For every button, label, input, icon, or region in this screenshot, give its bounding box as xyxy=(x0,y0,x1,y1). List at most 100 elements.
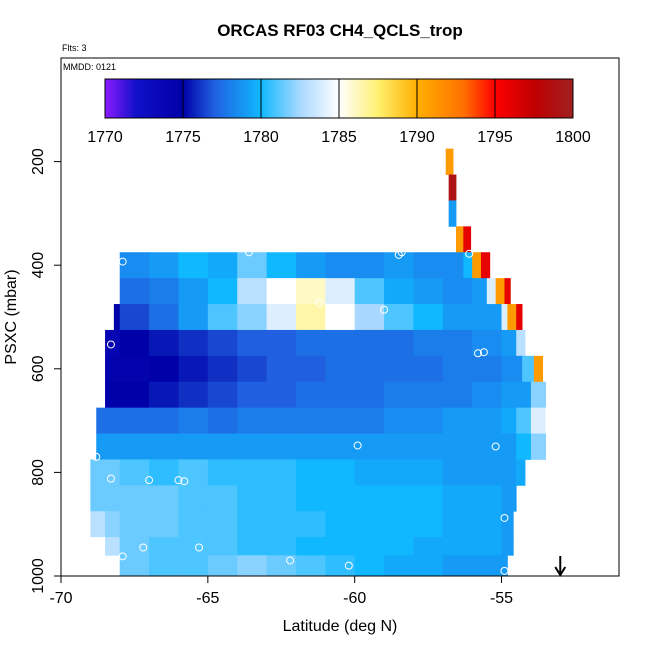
heatmap-cell xyxy=(413,485,444,512)
heatmap-cell xyxy=(325,304,356,331)
x-axis: -70 -65 -60 -55 xyxy=(49,576,513,607)
heatmap-cell xyxy=(105,355,150,383)
heatmap-cell xyxy=(501,459,517,486)
x-tick-label: -60 xyxy=(343,590,366,607)
heatmap-cell xyxy=(237,304,267,331)
x-axis-label: Latitude (deg N) xyxy=(283,618,398,635)
heatmap-cell xyxy=(295,381,326,409)
data-point xyxy=(118,257,127,266)
heatmap-cell xyxy=(119,485,150,512)
heatmap-cell xyxy=(149,485,179,512)
heatmap-cell xyxy=(266,329,297,357)
heatmap-cell xyxy=(178,485,209,512)
heatmap-cell xyxy=(207,329,238,357)
heatmap-cell xyxy=(442,304,473,331)
heatmap-cell xyxy=(149,511,179,538)
heatmap-cell xyxy=(516,459,526,486)
heatmap-cell xyxy=(119,459,150,486)
heatmap-cell xyxy=(119,511,150,538)
arrow-head xyxy=(554,566,567,577)
heatmap-cell xyxy=(472,537,502,556)
heatmap-cell xyxy=(442,433,473,460)
data-point xyxy=(180,477,189,486)
data-point xyxy=(479,348,488,357)
heatmap-cell xyxy=(207,511,238,538)
heatmap-cell xyxy=(384,304,414,331)
heatmap-cell xyxy=(442,355,473,383)
heatmap-cell xyxy=(237,555,267,576)
heatmap-cell xyxy=(516,407,532,434)
heatmap-cell xyxy=(178,555,209,576)
date-annotation: MMDD: 0121 xyxy=(63,62,116,72)
arrow-marker-group xyxy=(554,556,567,577)
flights-annotation: Flts: 3 xyxy=(62,43,87,53)
heatmap-cell xyxy=(119,555,150,576)
heatmap-cell xyxy=(149,329,179,357)
heatmap-cell xyxy=(516,304,523,331)
heatmap-cell xyxy=(237,329,267,357)
heatmap-cell xyxy=(237,278,267,305)
y-tick-label: 200 xyxy=(30,148,47,175)
heatmap-cell xyxy=(501,433,517,460)
heatmap-cell xyxy=(472,511,502,538)
heatmap-cell xyxy=(237,252,267,279)
heatmap-cell xyxy=(472,433,502,460)
heatmap-cell xyxy=(119,252,150,279)
heatmap-cell xyxy=(384,355,414,383)
plot-frame xyxy=(60,57,620,577)
heatmap-cell xyxy=(295,485,326,512)
heatmap-cell xyxy=(90,485,121,512)
heatmap-cell xyxy=(325,555,356,576)
heatmap-cell xyxy=(413,407,444,434)
heatmap-cell xyxy=(237,537,267,556)
heatmap-cell xyxy=(178,278,209,305)
heatmap-cell xyxy=(501,537,514,556)
heatmap-cell xyxy=(105,329,121,357)
heatmap-cell xyxy=(295,537,326,556)
heatmap-cell xyxy=(295,304,326,331)
heatmap-cell xyxy=(207,433,238,460)
colorbar-tick-label: 1795 xyxy=(477,129,513,146)
heatmap-cell xyxy=(354,252,385,279)
heatmap-cell xyxy=(501,355,523,383)
heatmap-cell xyxy=(442,537,473,556)
data-point xyxy=(353,441,362,450)
heatmap-cell xyxy=(149,537,179,556)
heatmap-cell xyxy=(530,433,546,460)
data-point xyxy=(106,340,115,349)
data-point xyxy=(139,543,148,552)
heatmap-cell xyxy=(237,381,267,409)
heatmap-cell xyxy=(266,407,297,434)
data-point xyxy=(380,305,389,314)
heatmap-cell xyxy=(178,329,209,357)
heatmap-cell xyxy=(448,174,457,201)
heatmap-cell xyxy=(119,304,150,331)
heatmap-cell xyxy=(463,226,472,253)
heatmap-cell xyxy=(456,226,464,253)
data-point xyxy=(465,249,474,258)
heatmap-cell xyxy=(207,355,238,383)
heatmap-cell xyxy=(149,407,179,434)
heatmap-cell xyxy=(237,511,267,538)
colorbar-tick-label: 1785 xyxy=(321,129,357,146)
heatmap-cell xyxy=(413,433,444,460)
x-tick-label: -55 xyxy=(490,590,513,607)
heatmap-cell xyxy=(207,537,238,556)
data-point xyxy=(145,476,154,485)
heatmap-cell xyxy=(149,459,179,486)
chart-title: ORCAS RF03 CH4_QCLS_trop xyxy=(217,21,463,40)
heatmap-cell xyxy=(295,407,326,434)
heatmap-cell xyxy=(149,278,179,305)
heatmap-cell xyxy=(105,537,121,556)
colorbar: 1770 1775 1780 1785 1790 1795 1800 xyxy=(87,78,591,146)
heatmap-cell xyxy=(207,459,238,486)
heatmap-cell xyxy=(354,304,385,331)
heatmap-cell xyxy=(237,485,267,512)
heatmap-cell xyxy=(354,511,385,538)
heatmap-cell xyxy=(119,433,150,460)
heatmap-cell xyxy=(119,329,150,357)
data-point xyxy=(92,452,101,461)
heatmap-cell xyxy=(119,278,150,305)
heatmap-cell xyxy=(149,433,179,460)
